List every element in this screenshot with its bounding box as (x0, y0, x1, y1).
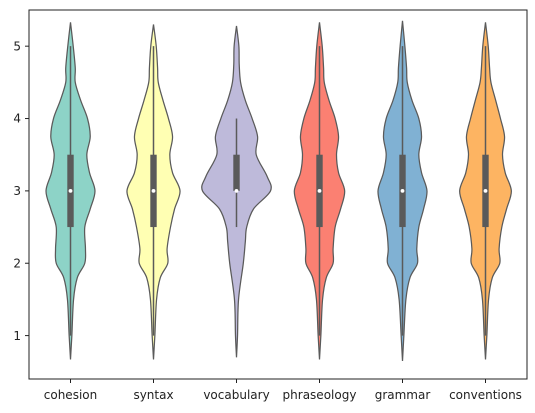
violin-syntax (126, 24, 181, 360)
x-tick-label: conventions (449, 388, 522, 402)
x-tick-label: cohesion (44, 388, 97, 402)
median-point (234, 188, 239, 193)
violin-grammar (377, 20, 428, 361)
y-tick-label: 2 (13, 256, 21, 270)
median-point (151, 188, 156, 193)
y-tick-label: 1 (13, 329, 21, 343)
violin-cohesion (45, 22, 96, 360)
y-tick-label: 4 (13, 112, 21, 126)
plot-frame (28, 9, 528, 380)
x-tick-label: grammar (375, 388, 431, 402)
plot-background (29, 10, 527, 379)
iqr-box (233, 154, 240, 191)
x-tick-label: syntax (133, 388, 173, 402)
y-tick-label: 3 (13, 184, 21, 198)
x-axis: cohesion syntax vocabulary phraseology gramm… (44, 379, 522, 402)
x-tick-label: phraseology (283, 388, 357, 402)
y-axis: 1 2 3 4 5 (13, 39, 29, 343)
x-tick-label: vocabulary (203, 388, 269, 402)
median-point (317, 188, 322, 193)
median-point (400, 188, 405, 193)
y-tick-label: 5 (13, 39, 21, 53)
violins-layer (45, 20, 512, 361)
median-point (483, 188, 488, 193)
violin-conventions (459, 22, 512, 360)
violin-vocabulary (201, 25, 272, 358)
median-point (68, 188, 73, 193)
violin-phraseology (293, 22, 346, 360)
